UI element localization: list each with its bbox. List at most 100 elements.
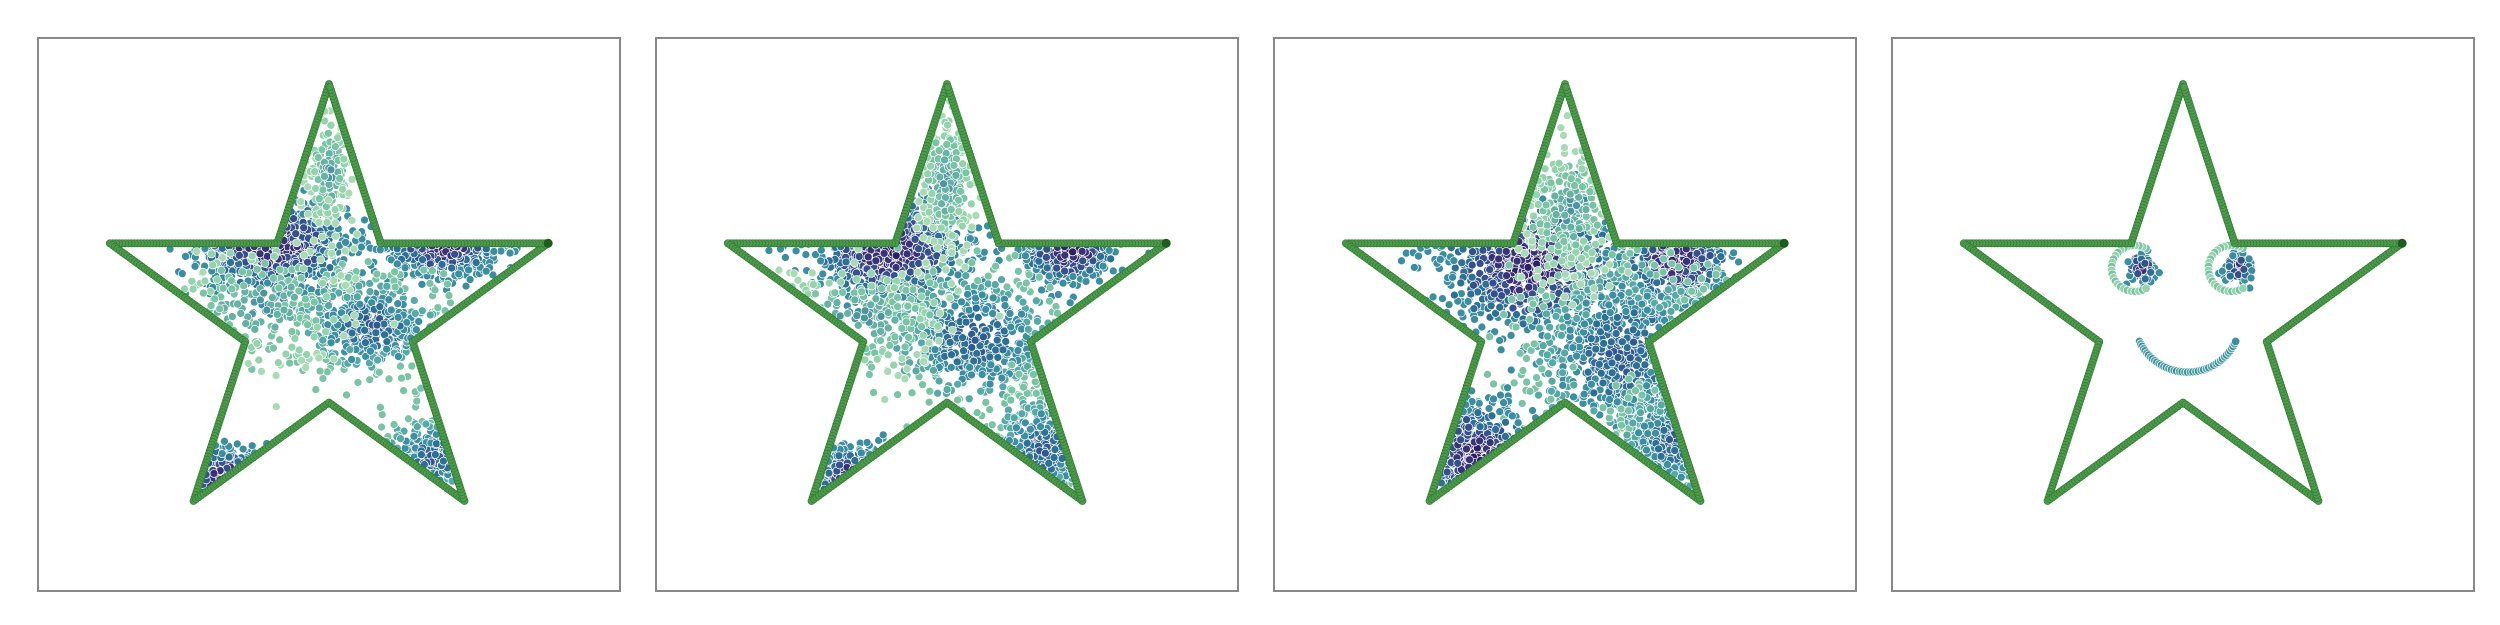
scatter-point	[1058, 278, 1068, 288]
scatter-point	[347, 216, 357, 225]
scatter-point	[998, 345, 1008, 355]
scatter-point	[428, 266, 437, 275]
scatter-point	[1060, 250, 1070, 260]
scatter-point	[252, 339, 262, 348]
scatter-point	[973, 276, 983, 286]
panel-1	[37, 37, 621, 592]
panel-2	[655, 37, 1239, 592]
scatter-point	[914, 197, 924, 206]
scatter-point	[361, 338, 370, 347]
scatter-point	[352, 230, 362, 239]
scatter-point	[313, 153, 323, 162]
scatter-point	[350, 311, 359, 320]
scatter-point	[225, 248, 235, 258]
scatter-point	[392, 259, 402, 269]
scatter-point	[239, 281, 249, 291]
scatter-point	[959, 346, 968, 356]
scatter-point	[331, 218, 340, 228]
scatter-point	[925, 386, 935, 396]
scatter-point	[286, 282, 296, 292]
scatter-point	[1005, 309, 1015, 318]
scatter-point	[309, 332, 319, 342]
scatter-point	[430, 285, 440, 295]
scatter-point	[1021, 251, 1030, 261]
scatter-point	[382, 344, 391, 354]
scatter-point	[341, 281, 350, 290]
scatter-point	[879, 249, 889, 258]
scatter-point	[893, 390, 903, 400]
scatter-point	[287, 342, 297, 352]
scatter-point	[939, 179, 948, 189]
scatter-point	[971, 211, 981, 220]
scatter-point	[345, 345, 355, 355]
scatter-point	[929, 366, 938, 375]
scatter-point	[906, 267, 915, 277]
scatter-point	[299, 223, 309, 233]
scatter-point	[953, 395, 962, 405]
scatter-point	[310, 167, 319, 176]
scatter-point	[290, 292, 299, 302]
scatter-point	[967, 222, 977, 232]
scatter-point	[318, 335, 328, 345]
scatter-point	[856, 448, 866, 458]
scatter-point	[212, 275, 222, 285]
scatter-point	[384, 295, 394, 305]
scatter-point	[192, 247, 202, 256]
scatter-point	[993, 320, 1002, 329]
scatter-point	[285, 358, 294, 368]
scatter-point	[1030, 377, 1040, 387]
scatter-point	[382, 337, 392, 347]
scatter-point	[209, 469, 219, 478]
scatter-point	[961, 271, 971, 281]
scatter-point	[871, 256, 881, 266]
scatter-point	[919, 187, 928, 197]
scatter-point	[990, 280, 1000, 289]
scatter-point	[233, 299, 242, 309]
scatter-point	[914, 259, 924, 268]
scatter-point	[228, 312, 237, 321]
scatter-point	[324, 195, 333, 205]
scatter-point	[1042, 263, 1052, 273]
scatter-point	[970, 335, 980, 345]
scatter-point	[801, 250, 811, 259]
scatter-point	[268, 293, 277, 302]
scatter-point	[412, 396, 422, 406]
scatter-point	[296, 273, 306, 283]
scatter-point	[340, 246, 350, 256]
scatter-point	[1045, 296, 1054, 306]
scatter-point	[891, 251, 901, 260]
scatter-point	[863, 252, 873, 262]
outline-point	[326, 83, 334, 91]
scatter-point	[1017, 309, 1026, 319]
scatter-point	[941, 265, 951, 275]
scatter-point	[781, 253, 790, 262]
scatter-point	[936, 223, 946, 233]
scatter-point	[250, 325, 260, 334]
scatter-point	[224, 452, 234, 462]
scatter-point	[912, 223, 922, 233]
scatter-point	[252, 264, 262, 274]
scatter-point	[342, 293, 352, 302]
scatter-point	[272, 402, 281, 411]
scatter-point	[962, 241, 972, 250]
scatter-point	[1031, 296, 1041, 306]
scatter-point	[324, 301, 333, 310]
scatter-point	[335, 174, 344, 183]
scatter-point	[269, 343, 278, 353]
scatter-point	[177, 269, 187, 278]
scatter-point	[320, 172, 329, 181]
scatter-point	[326, 165, 336, 175]
scatter-point	[963, 290, 972, 299]
scatter-point	[297, 356, 306, 365]
scatter-point	[1037, 285, 1046, 295]
scatter-point	[1098, 261, 1108, 271]
scatter-point	[292, 238, 301, 248]
scatter-point	[940, 155, 949, 165]
scatter-point	[372, 320, 382, 330]
scatter-point	[410, 309, 420, 318]
scatter-point	[241, 319, 251, 328]
scatter-point	[206, 301, 216, 310]
scatter-point	[938, 254, 948, 264]
scatter-point	[1053, 290, 1063, 299]
